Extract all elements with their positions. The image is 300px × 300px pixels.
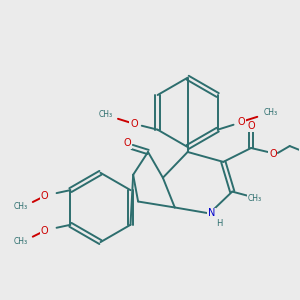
Text: O: O <box>269 149 277 159</box>
Text: CH₃: CH₃ <box>99 110 113 119</box>
Text: H: H <box>216 219 223 228</box>
Text: O: O <box>41 191 49 201</box>
Text: CH₃: CH₃ <box>14 202 28 211</box>
Text: CH₃: CH₃ <box>248 194 262 203</box>
Text: O: O <box>123 138 131 148</box>
Text: N: N <box>208 208 215 218</box>
Text: CH₃: CH₃ <box>263 108 277 117</box>
Text: CH₃: CH₃ <box>14 237 28 246</box>
Text: O: O <box>41 226 49 236</box>
Text: O: O <box>247 121 255 131</box>
Text: O: O <box>238 117 245 127</box>
Text: O: O <box>130 119 138 129</box>
